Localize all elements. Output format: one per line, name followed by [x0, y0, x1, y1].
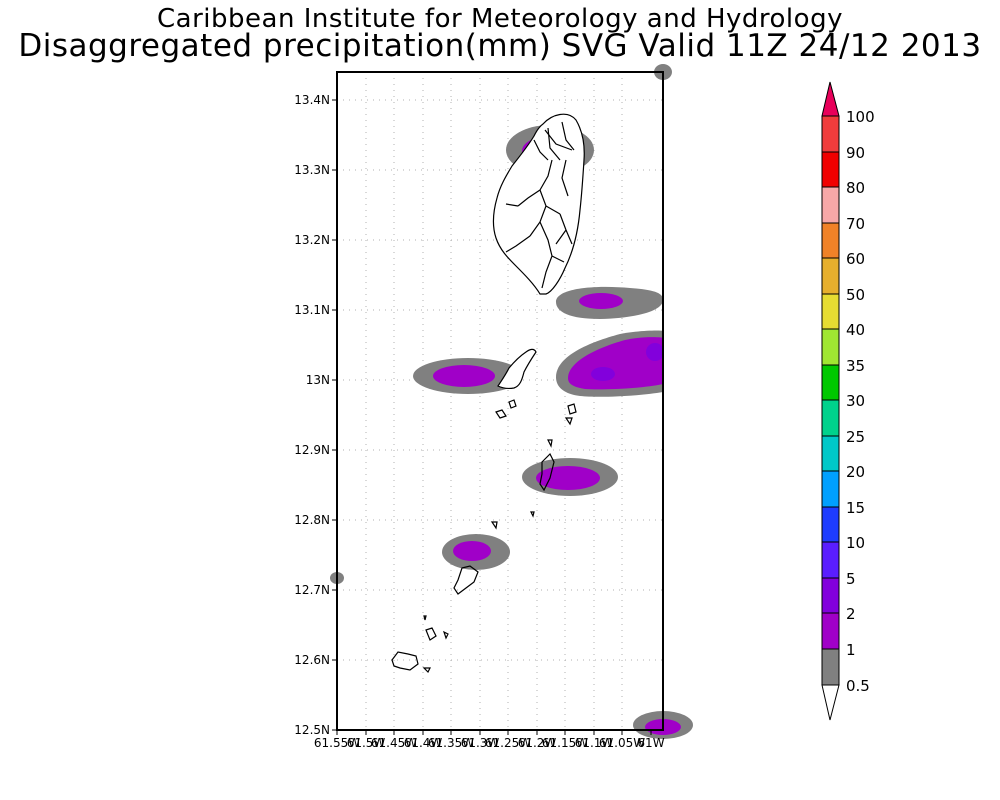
- colorbar-segment: [822, 294, 839, 329]
- colorbar-segment: [822, 613, 839, 649]
- colorbar-label: 100: [846, 108, 875, 126]
- map-title: Disaggregated precipitation(mm) SVG Vali…: [18, 28, 982, 64]
- colorbar-segment: [822, 365, 839, 400]
- title-line-1: Caribbean Institute for Meteorology and …: [157, 4, 843, 34]
- precip-cell-east-2: [556, 330, 664, 397]
- y-tick-label: 13.4N: [294, 93, 330, 107]
- colorbar-segment: [822, 578, 839, 613]
- island-st-vincent: [492, 113, 585, 295]
- colorbar-label: 5: [846, 570, 856, 588]
- precip-cell-west: [413, 358, 523, 394]
- y-tick-label: 12.5N: [294, 723, 330, 737]
- x-tick-label: 61.1W: [575, 736, 614, 750]
- colorbar-label: 35: [846, 357, 865, 375]
- colorbar-segment: [822, 258, 839, 294]
- colorbar: 100 90 80 70 60 50 40 35 30 25 20 15 10 …: [821, 81, 875, 721]
- colorbar-label: 10: [846, 534, 865, 552]
- y-axis-ticks: [332, 99, 337, 731]
- colorbar-label: 30: [846, 392, 865, 410]
- y-tick-label: 13.3N: [294, 163, 330, 177]
- precip-cell-southwest: [442, 534, 510, 570]
- x-tick-label: 61.45W: [371, 736, 417, 750]
- x-tick-label: 61.05W: [599, 736, 645, 750]
- colorbar-segment: [822, 400, 839, 436]
- colorbar-segment: [822, 187, 839, 223]
- x-tick-label: 61.3W: [461, 736, 500, 750]
- colorbar-segment: [822, 152, 839, 187]
- colorbar-label: 0.5: [846, 677, 870, 695]
- x-tick-label: 61.25W: [485, 736, 531, 750]
- x-axis-ticks: [336, 730, 652, 735]
- colorbar-segment: [822, 116, 839, 152]
- colorbar-bottom-arrow: [821, 684, 840, 721]
- colorbar-label: 50: [846, 286, 865, 304]
- x-tick-label: 61.55W: [314, 736, 360, 750]
- map-border: [336, 71, 664, 731]
- colorbar-label: 80: [846, 179, 865, 197]
- colorbar-segment: [822, 223, 839, 258]
- island-bequia: [497, 348, 537, 389]
- colorbar-label: 40: [846, 321, 865, 339]
- small-islands: [391, 399, 577, 674]
- colorbar-label: 60: [846, 250, 865, 268]
- x-tick-label: 61.35W: [428, 736, 474, 750]
- colorbar-segment: [822, 436, 839, 471]
- colorbar-label: 70: [846, 215, 865, 233]
- colorbar-top-arrow: [821, 81, 840, 117]
- x-tick-label: 61.5W: [347, 736, 386, 750]
- colorbar-labels: 100 90 80 70 60 50 40 35 30 25 20 15 10 …: [846, 108, 875, 695]
- precip-cell-east-1: [556, 286, 663, 319]
- y-tick-label: 12.9N: [294, 443, 330, 457]
- x-tick-label: 61.4W: [404, 736, 443, 750]
- y-tick-label: 13.2N: [294, 233, 330, 247]
- colorbar-label: 2: [846, 605, 856, 623]
- x-axis-labels: 61.55W 61.5W 61.45W 61.4W 61.35W 61.3W 6…: [314, 736, 665, 750]
- colorbar-segment: [822, 507, 839, 542]
- coastlines: [391, 113, 585, 674]
- colorbar-segment: [822, 329, 839, 365]
- grid-lines: [337, 72, 663, 730]
- colorbar-label: 15: [846, 499, 865, 517]
- y-tick-label: 12.6N: [294, 653, 330, 667]
- colorbar-label: 90: [846, 144, 865, 162]
- x-tick-label: 61W: [637, 736, 664, 750]
- precip-cell-center: [522, 458, 618, 496]
- colorbar-label: 20: [846, 463, 865, 481]
- colorbar-label: 1: [846, 641, 856, 659]
- y-tick-label: 12.8N: [294, 513, 330, 527]
- colorbar-segment: [822, 649, 839, 685]
- y-axis-labels: 13.4N 13.3N 13.2N 13.1N 13N 12.9N 12.8N …: [294, 93, 330, 737]
- x-tick-label: 61.2W: [518, 736, 557, 750]
- colorbar-segment: [822, 542, 839, 578]
- map-frame-background: [337, 72, 663, 730]
- colorbar-segment: [822, 471, 839, 507]
- x-tick-label: 61.15W: [542, 736, 588, 750]
- y-tick-label: 13.1N: [294, 303, 330, 317]
- y-tick-label: 12.7N: [294, 583, 330, 597]
- colorbar-label: 25: [846, 428, 865, 446]
- y-tick-label: 13N: [306, 373, 330, 387]
